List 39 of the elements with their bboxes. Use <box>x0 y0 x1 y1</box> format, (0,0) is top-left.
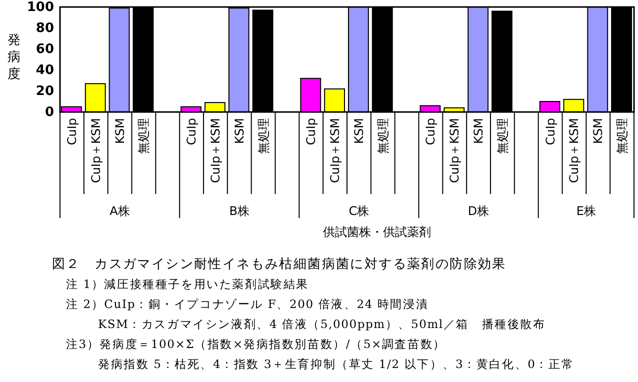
x-tick-label: CuIp＋KSM <box>328 118 342 183</box>
text: C株 <box>348 204 370 218</box>
y-axis-title: 発病度 <box>8 33 20 82</box>
y-tick-label: 60 <box>36 42 54 58</box>
text: A株 <box>110 204 130 218</box>
y-tick-label: 80 <box>36 21 54 36</box>
x-tick-label: KSM <box>112 118 127 144</box>
x-tick-label: CuIp <box>543 118 558 146</box>
text: B株 <box>229 204 250 218</box>
x-tick-label: CuIp＋KSM <box>88 118 103 183</box>
text: KSM：カスガマイシン液剤、4 倍液（5,000ppm）、50ml／箱 播種後散布 <box>98 317 546 331</box>
x-tick-label: KSM <box>591 118 606 144</box>
text: 発病指数 5：枯死、4：指数 3＋生育抑制（草丈 1/2 以下）、3：黄白化、0：正常 <box>98 357 574 371</box>
x-tick-label: CuIp＋KSM <box>208 118 222 183</box>
x-tick-label: 無処理 <box>495 118 510 154</box>
y-tick-label: 40 <box>36 63 54 78</box>
y-tick-label: 20 <box>36 84 54 100</box>
text: 注 1）減圧接種種子を用いた薬剤試験結果 <box>66 277 309 291</box>
x-axis-title: 供試菌株・供試薬剤 <box>323 225 431 239</box>
x-tick-label: CuIp＋KSM <box>448 118 462 183</box>
text: 注 2）CuIp：銅・イプコナゾール F、200 倍液、24 時間浸漬 <box>66 297 429 311</box>
x-tick-label: 無処理 <box>136 118 151 154</box>
text: 注3）発病度＝100×Σ（指数×発病指数別苗数）/（5×調査苗数） <box>66 337 446 351</box>
x-tick-label: CuIp <box>64 118 79 146</box>
y-tick-label: 0 <box>44 105 54 120</box>
text: 図２ カスガマイシン耐性イネもみ枯細菌病菌に対する薬剤の防除効果 <box>52 256 506 272</box>
y-tick-label: 100 <box>26 0 54 16</box>
x-tick-label: 無処理 <box>615 118 630 154</box>
text: D株 <box>468 204 490 218</box>
x-tick-label: CuIp <box>304 118 318 146</box>
x-tick-label: 無処理 <box>376 118 390 154</box>
x-tick-label: KSM <box>232 118 246 144</box>
x-tick-label: CuIp＋KSM <box>567 118 582 183</box>
x-tick-label: CuIp <box>424 118 438 146</box>
x-tick-label: KSM <box>352 118 366 144</box>
x-tick-label: CuIp <box>184 118 199 146</box>
x-tick-label: KSM <box>472 118 486 144</box>
text: E株 <box>576 204 596 218</box>
x-tick-label: 無処理 <box>256 118 270 154</box>
